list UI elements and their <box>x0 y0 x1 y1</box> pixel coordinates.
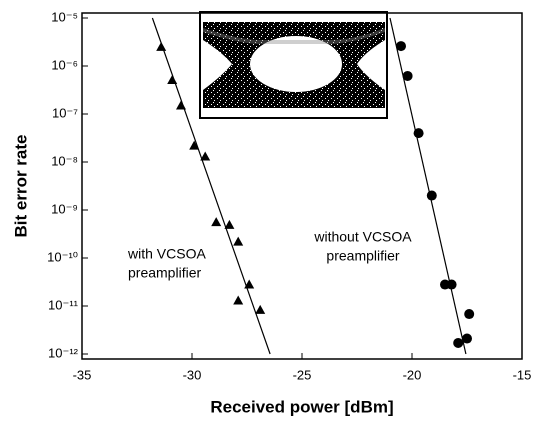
y-tick-label: 10⁻⁷ <box>52 105 78 120</box>
annotation: without VCSOA <box>313 229 412 245</box>
y-tick-label: 10⁻⁵ <box>51 9 78 24</box>
y-tick-label: 10⁻⁶ <box>51 57 78 72</box>
triangle-point <box>233 237 243 246</box>
circle-point <box>453 338 463 348</box>
triangle-point <box>233 296 243 305</box>
y-tick-label: 10⁻¹⁰ <box>47 249 78 264</box>
annotation: with VCSOA <box>127 246 206 262</box>
annotation: preamplifier <box>128 265 201 281</box>
y-axis-title: Bit error rate <box>11 135 30 238</box>
circle-point <box>464 309 474 319</box>
y-tick-label: 10⁻⁹ <box>51 201 78 216</box>
circle-point <box>427 191 437 201</box>
y-tick-label: 10⁻⁸ <box>51 153 78 168</box>
x-tick-label: -15 <box>513 367 532 382</box>
x-tick-label: -25 <box>293 367 312 382</box>
annotation: preamplifier <box>326 248 399 264</box>
eye-diagram-inset <box>200 12 387 118</box>
x-tick-label: -20 <box>403 367 422 382</box>
y-tick-label: 10⁻¹² <box>48 345 79 360</box>
y-tick-label: 10⁻¹¹ <box>48 297 79 312</box>
fit-line <box>390 18 466 354</box>
x-tick-label: -35 <box>73 367 92 382</box>
x-axis-title: Received power [dBm] <box>210 397 393 416</box>
triangle-point <box>167 75 177 84</box>
chart: Received power [dBm] Bit error rate -35 -… <box>0 0 541 421</box>
x-tick-label: -30 <box>183 367 202 382</box>
triangle-point <box>255 305 265 314</box>
triangle-point <box>211 217 221 226</box>
